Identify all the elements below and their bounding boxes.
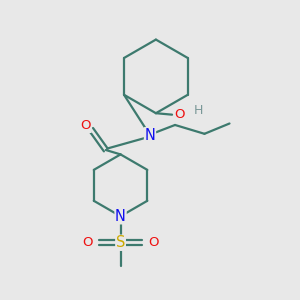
Text: O: O: [82, 236, 93, 249]
Text: O: O: [148, 236, 159, 249]
Text: N: N: [145, 128, 155, 143]
Text: O: O: [81, 119, 91, 132]
Text: N: N: [115, 209, 126, 224]
Text: O: O: [174, 108, 185, 121]
Text: H: H: [193, 104, 203, 117]
Text: S: S: [116, 235, 125, 250]
